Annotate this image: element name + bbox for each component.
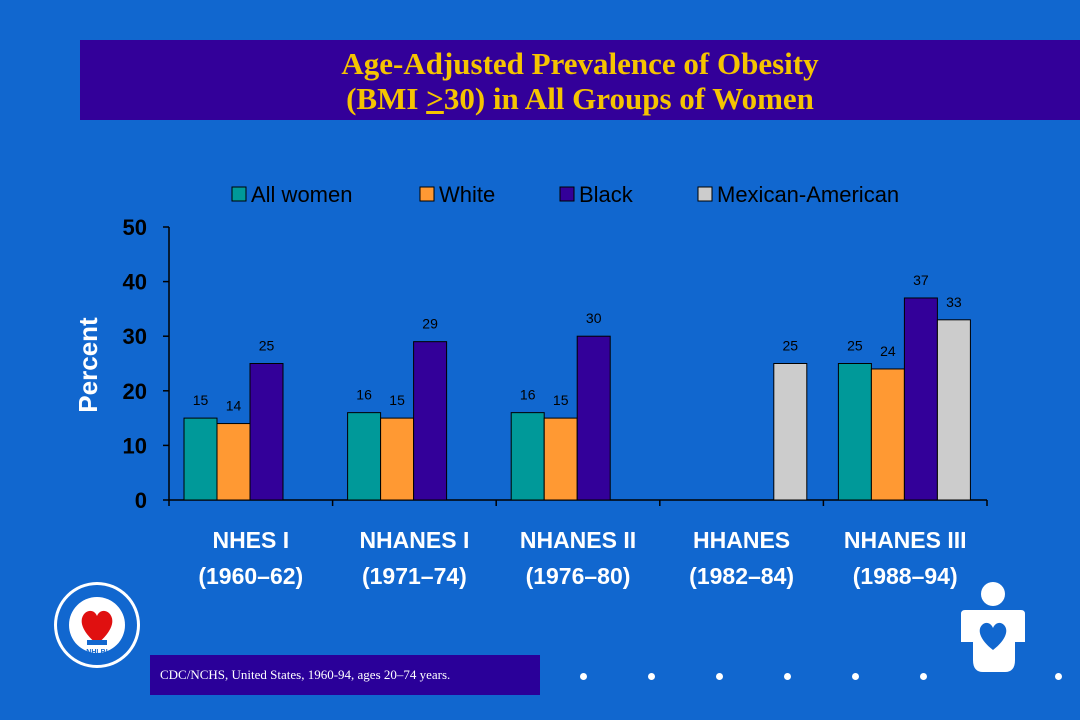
category-years-label: (1960–62)	[198, 563, 303, 589]
data-label: 30	[586, 310, 602, 326]
title-prefix: (BMI	[346, 81, 427, 116]
data-label: 15	[193, 392, 209, 408]
dot	[784, 673, 791, 680]
chart-title-line1: Age-Adjusted Prevalence of Obesity	[341, 46, 819, 81]
legend: All women White Black Mexican-American	[231, 182, 899, 207]
legend-swatch	[559, 186, 575, 202]
category-years-label: (1988–94)	[853, 563, 958, 589]
title-band: Age-Adjusted Prevalence of Obesity (BMI …	[80, 40, 1080, 120]
y-tick-label: 20	[123, 379, 147, 404]
legend-item: Black	[559, 182, 634, 207]
dot	[648, 673, 655, 680]
category-years-label: (1971–74)	[362, 563, 467, 589]
data-label: 25	[847, 338, 863, 354]
data-label: 14	[226, 398, 242, 414]
y-tick-label: 10	[123, 433, 147, 458]
data-label: 37	[913, 272, 929, 288]
data-label: 16	[520, 387, 536, 403]
data-label: 25	[259, 338, 275, 354]
data-label: 16	[356, 387, 372, 403]
bars	[183, 297, 971, 501]
data-label: 25	[783, 338, 799, 354]
bar	[249, 363, 284, 501]
legend-swatch	[231, 186, 247, 202]
axes: 0 10 20 30 40 50	[123, 215, 988, 513]
data-label: 24	[880, 343, 896, 359]
y-tick-label: 30	[123, 324, 147, 349]
data-labels: 15 14 25 16 15 29 16 15 30 25 25 24 37 33	[193, 272, 962, 414]
legend-label: Black	[579, 182, 634, 207]
bar	[903, 297, 938, 501]
category-years-label: (1976–80)	[526, 563, 631, 589]
dot	[1055, 673, 1062, 680]
bar	[413, 341, 448, 501]
legend-label: All women	[251, 182, 352, 207]
person-heart-logo	[961, 582, 1025, 672]
category-labels: NHES I (1960–62) NHANES I (1971–74) NHANES I…	[198, 527, 966, 589]
data-label: 29	[422, 316, 438, 332]
category-label: HHANES	[693, 527, 790, 553]
y-axis-label: Percent	[73, 317, 103, 413]
seal-text: NHLBI	[86, 649, 107, 656]
category-label: NHANES I	[359, 527, 469, 553]
chart-title-line2: (BMI >30) in All Groups of Women	[80, 81, 1080, 117]
category-years-label: (1982–84)	[689, 563, 794, 589]
bar	[837, 363, 872, 501]
bar	[773, 363, 808, 501]
category-label: NHANES II	[520, 527, 636, 553]
nhlbi-seal-logo: NHLBI	[54, 582, 140, 668]
y-tick-label: 40	[123, 270, 147, 295]
legend-swatch	[419, 186, 435, 202]
bar	[510, 412, 545, 501]
legend-item: Mexican-American	[697, 182, 899, 207]
data-label: 15	[553, 392, 569, 408]
dot	[852, 673, 859, 680]
bar	[936, 319, 971, 501]
category-label: NHANES III	[844, 527, 967, 553]
legend-item: All women	[231, 182, 352, 207]
bar	[347, 412, 382, 501]
dot	[580, 673, 587, 680]
bar	[576, 335, 611, 501]
title-ge-symbol: >	[426, 81, 444, 116]
bar	[543, 417, 578, 501]
bar	[183, 417, 218, 501]
legend-label: White	[439, 182, 495, 207]
dot	[716, 673, 723, 680]
y-tick-label: 50	[123, 215, 147, 240]
y-tick-label: 0	[135, 488, 147, 513]
data-label: 33	[946, 294, 962, 310]
source-note: CDC/NCHS, United States, 1960-94, ages 2…	[150, 655, 540, 695]
bar	[380, 417, 415, 501]
bar	[216, 423, 251, 501]
legend-swatch	[697, 186, 713, 202]
data-label: 15	[389, 392, 405, 408]
legend-label: Mexican-American	[717, 182, 899, 207]
title-suffix: 30) in All Groups of Women	[443, 81, 814, 116]
bar	[870, 368, 905, 501]
dot	[920, 673, 927, 680]
legend-item: White	[419, 182, 495, 207]
category-label: NHES I	[212, 527, 289, 553]
